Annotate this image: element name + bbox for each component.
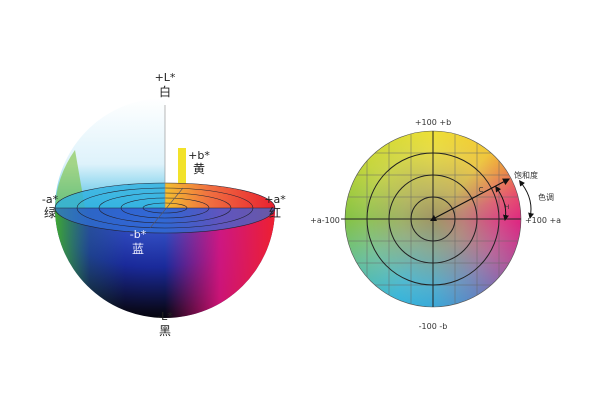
red-label: 红 [268,206,282,220]
upper-hemisphere [55,98,165,208]
minus-l-label: -L* [157,310,173,323]
black-label: 黑 [158,324,172,338]
blue-label: 蓝 [131,242,145,256]
hue-label: 色调 [538,193,554,202]
plus-b-label: +b* [188,149,210,162]
plus-a-label: +a* [264,193,286,206]
b-axis [149,187,184,229]
wheel-right-label: +100 +a [524,216,562,225]
wheel-top-label: +100 +b [414,118,452,127]
wheel-rings [341,130,522,308]
wheel-left-label: +a-100 [310,216,340,225]
wheel-bottom-label: -100 -b [418,322,448,331]
white-label: 白 [158,85,172,99]
plus-l-label: +L* [154,71,176,84]
outer-hue-arrow [519,179,535,219]
equator-cut-face [55,183,165,208]
minus-a-label: -a* [41,193,59,206]
green-label: 绿 [43,206,57,220]
equator-front [55,208,275,233]
center-arrow-icon [430,215,437,221]
c-marker: C [478,186,484,194]
chroma-label: 饱和度 [514,171,538,180]
yellow-strip [178,148,186,188]
equator-cut-face-warm [165,183,275,208]
chroma-arrow [432,178,511,220]
h-marker: H [504,204,510,211]
yellow-label: 黄 [192,162,206,176]
minus-b-label: -b* [129,228,147,241]
hue-arrow [495,185,509,221]
